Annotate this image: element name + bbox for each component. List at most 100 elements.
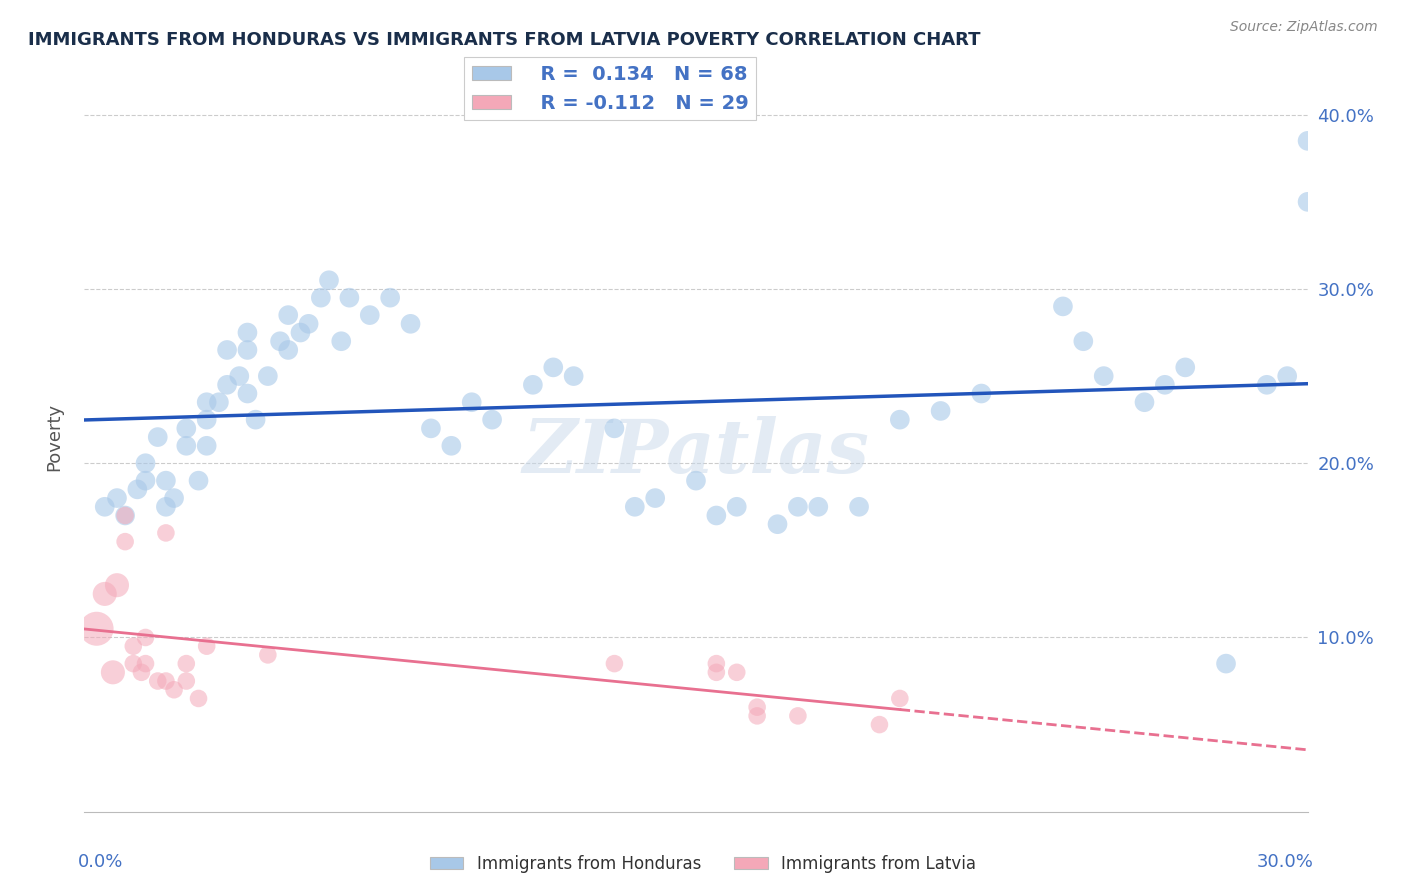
Text: 0.0%: 0.0% xyxy=(79,853,124,871)
Point xyxy=(725,500,748,514)
Point xyxy=(195,639,218,653)
Point xyxy=(1296,134,1319,148)
Point xyxy=(208,395,231,409)
Point xyxy=(889,412,911,426)
Point xyxy=(1277,369,1299,384)
Point xyxy=(706,657,728,671)
Point xyxy=(420,421,443,435)
Point xyxy=(399,317,422,331)
Point xyxy=(869,717,891,731)
Point xyxy=(330,334,353,349)
Point xyxy=(236,343,259,357)
Point xyxy=(644,491,666,505)
Legend:   R =  0.134   N = 68,   R = -0.112   N = 29: R = 0.134 N = 68, R = -0.112 N = 29 xyxy=(464,57,756,120)
Point xyxy=(93,500,115,514)
Point xyxy=(105,578,128,592)
Point xyxy=(236,326,259,340)
Point xyxy=(1073,334,1095,349)
Point xyxy=(217,377,239,392)
Point xyxy=(807,500,830,514)
Point xyxy=(339,291,361,305)
Point xyxy=(970,386,993,401)
Point xyxy=(766,517,789,532)
Point xyxy=(1296,194,1319,209)
Point xyxy=(195,412,218,426)
Point xyxy=(101,665,124,680)
Point xyxy=(747,700,769,714)
Point xyxy=(174,673,197,688)
Point xyxy=(131,665,153,680)
Y-axis label: Poverty: Poverty xyxy=(45,403,63,471)
Point xyxy=(787,500,810,514)
Point xyxy=(290,326,312,340)
Point xyxy=(114,508,136,523)
Point xyxy=(359,308,381,322)
Point xyxy=(155,474,177,488)
Point xyxy=(522,377,544,392)
Point xyxy=(155,500,177,514)
Point xyxy=(706,665,728,680)
Point xyxy=(1256,377,1278,392)
Point xyxy=(848,500,870,514)
Point xyxy=(135,657,157,671)
Point xyxy=(309,291,332,305)
Point xyxy=(163,491,186,505)
Point xyxy=(440,439,463,453)
Point xyxy=(685,474,707,488)
Point xyxy=(889,691,911,706)
Point xyxy=(105,491,128,505)
Point xyxy=(217,343,239,357)
Point xyxy=(461,395,484,409)
Point xyxy=(174,421,197,435)
Text: ZIPatlas: ZIPatlas xyxy=(523,416,869,488)
Legend: Immigrants from Honduras, Immigrants from Latvia: Immigrants from Honduras, Immigrants fro… xyxy=(423,848,983,880)
Point xyxy=(1092,369,1115,384)
Point xyxy=(725,665,748,680)
Point xyxy=(1154,377,1177,392)
Point xyxy=(257,369,280,384)
Point xyxy=(236,386,259,401)
Point xyxy=(146,673,169,688)
Point xyxy=(543,360,565,375)
Point xyxy=(562,369,585,384)
Point xyxy=(245,412,267,426)
Point xyxy=(174,439,197,453)
Point xyxy=(1174,360,1197,375)
Point xyxy=(122,639,145,653)
Point xyxy=(122,657,145,671)
Point xyxy=(135,474,157,488)
Point xyxy=(127,483,149,497)
Point xyxy=(174,657,197,671)
Point xyxy=(1133,395,1156,409)
Text: Source: ZipAtlas.com: Source: ZipAtlas.com xyxy=(1230,20,1378,34)
Point xyxy=(257,648,280,662)
Text: 30.0%: 30.0% xyxy=(1257,853,1313,871)
Point xyxy=(187,474,209,488)
Point xyxy=(380,291,402,305)
Point xyxy=(86,622,108,636)
Point xyxy=(135,456,157,470)
Point xyxy=(155,525,177,540)
Point xyxy=(1215,657,1237,671)
Point xyxy=(318,273,340,287)
Point xyxy=(146,430,169,444)
Point xyxy=(603,421,626,435)
Point xyxy=(277,308,299,322)
Point xyxy=(114,534,136,549)
Point xyxy=(787,709,810,723)
Point xyxy=(195,395,218,409)
Point xyxy=(929,404,952,418)
Point xyxy=(93,587,115,601)
Point xyxy=(155,673,177,688)
Point xyxy=(706,508,728,523)
Point xyxy=(1052,299,1074,313)
Point xyxy=(269,334,291,349)
Point xyxy=(603,657,626,671)
Point xyxy=(135,631,157,645)
Point xyxy=(187,691,209,706)
Point xyxy=(298,317,321,331)
Point xyxy=(195,439,218,453)
Point xyxy=(277,343,299,357)
Point xyxy=(114,508,136,523)
Point xyxy=(747,709,769,723)
